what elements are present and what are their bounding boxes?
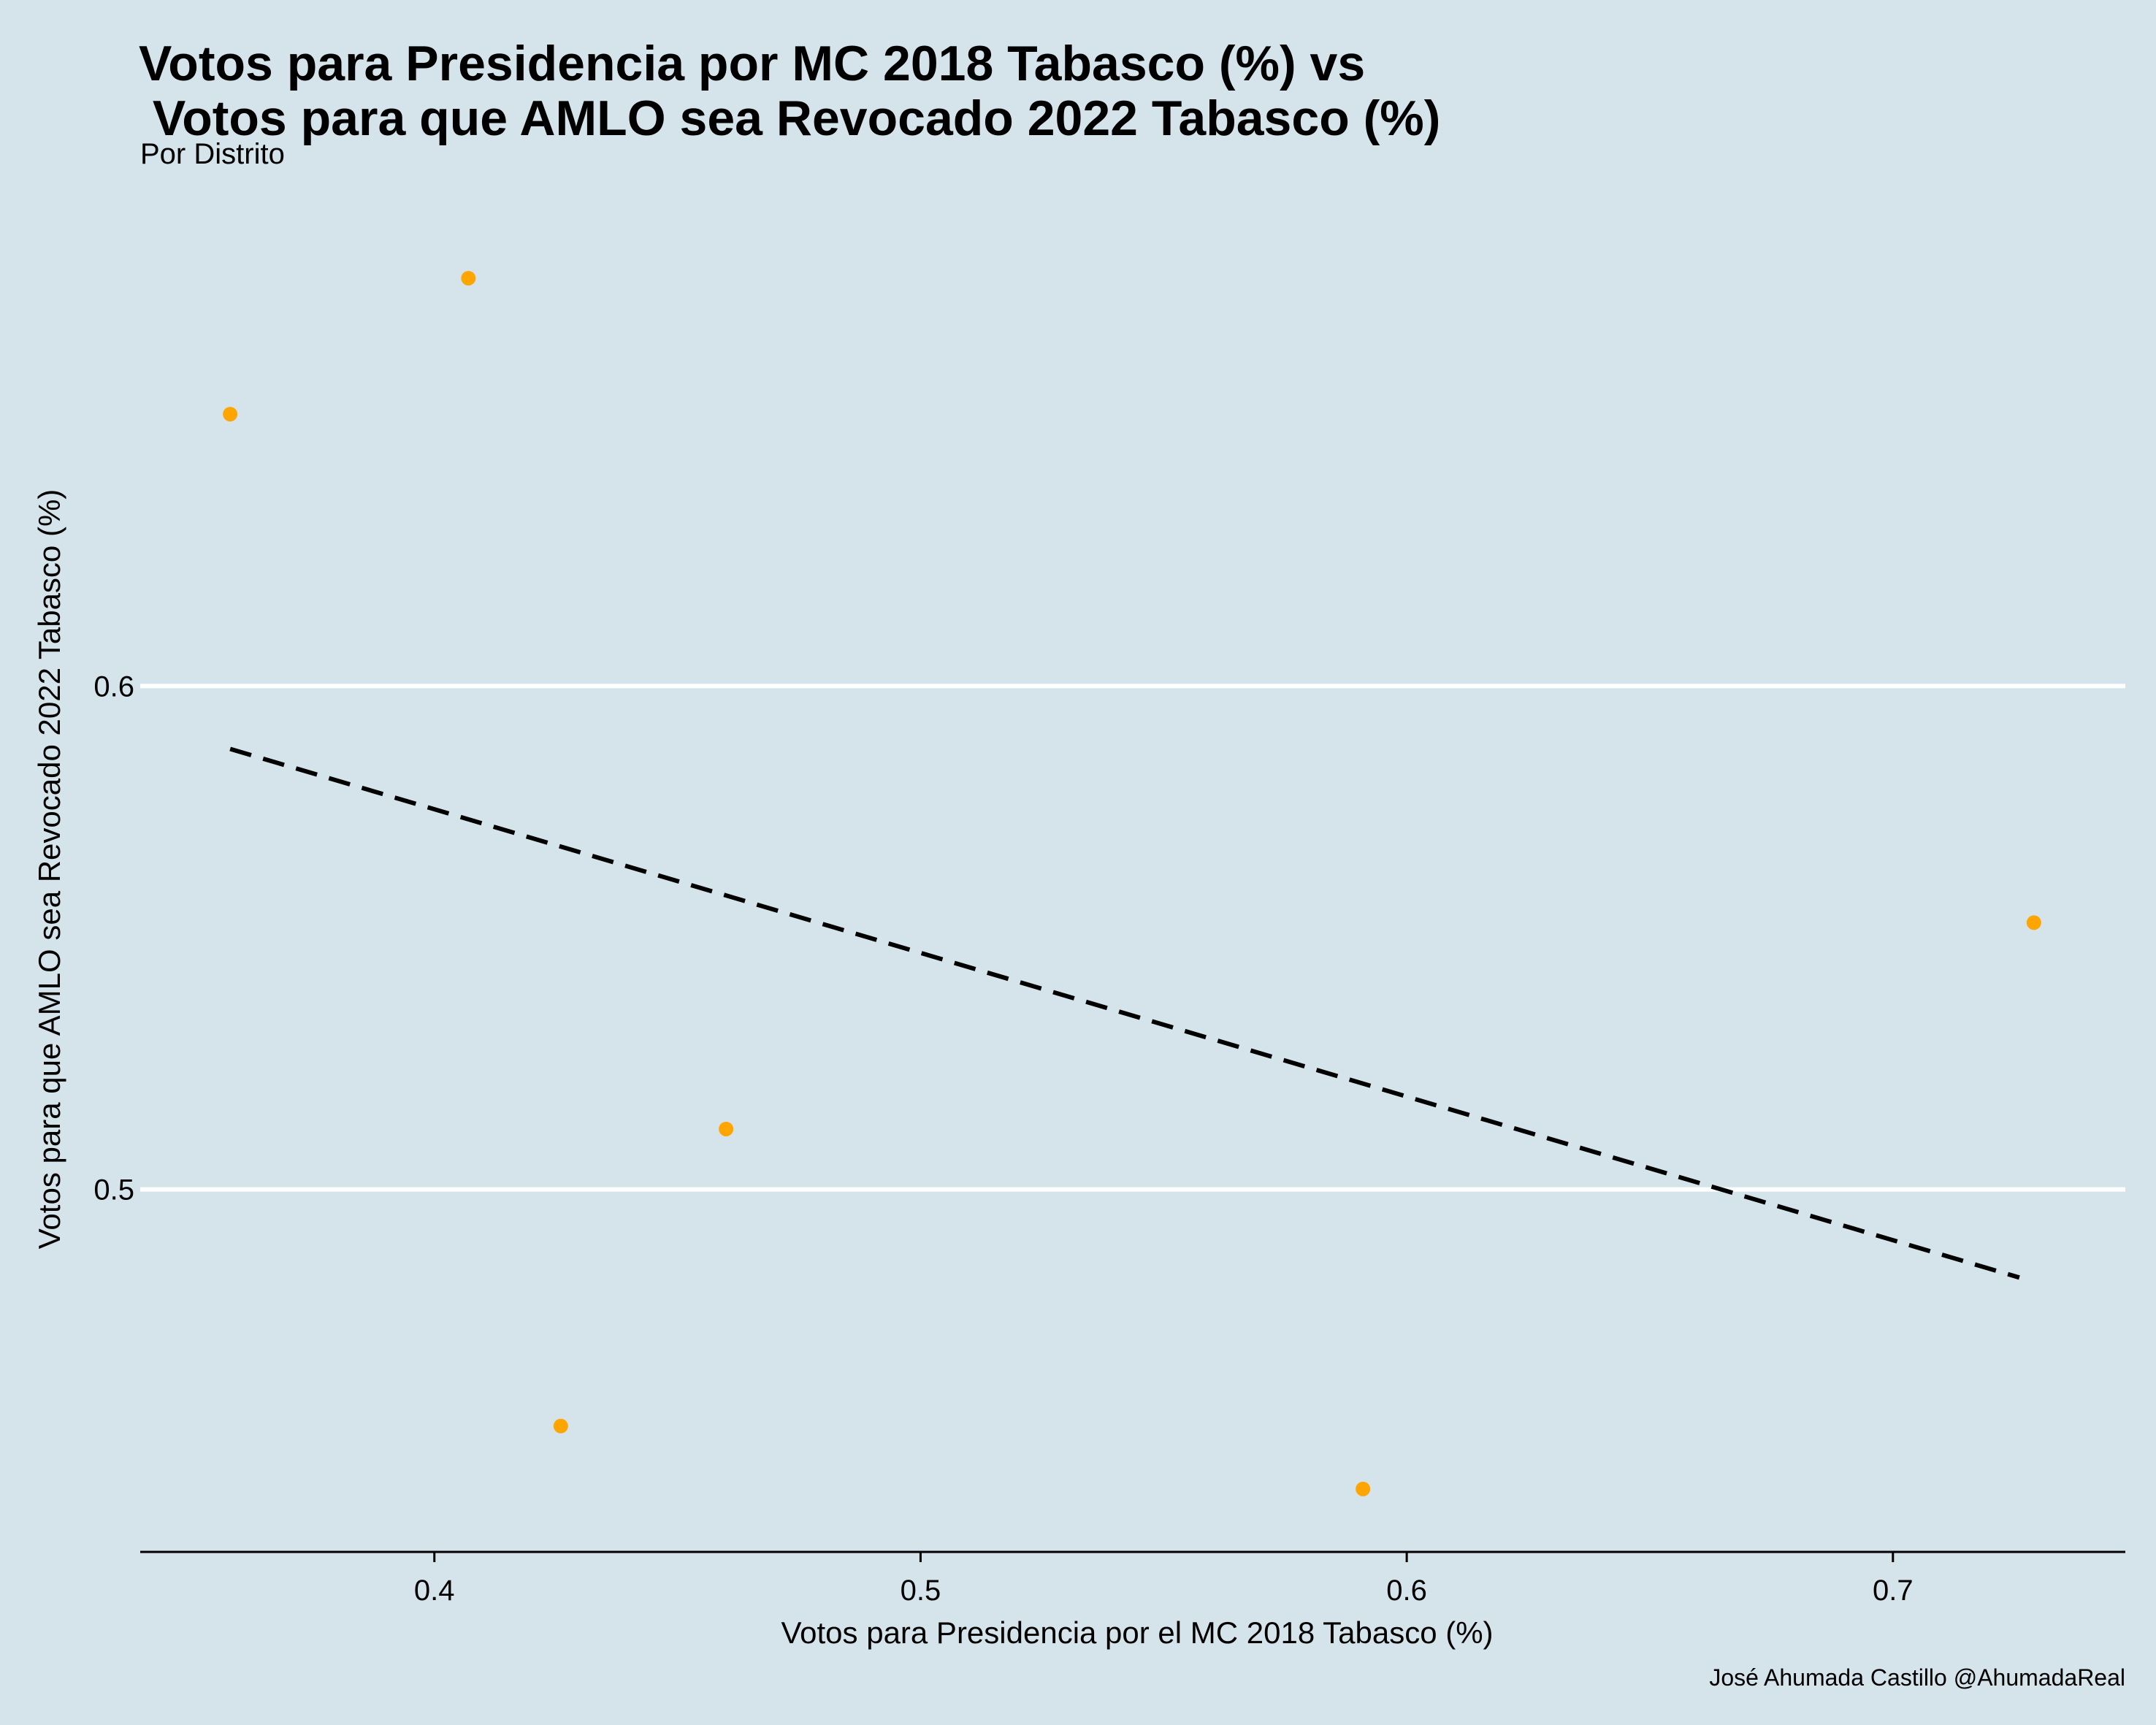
x-tick-label: 0.4 [414,1575,455,1607]
x-axis-ticks: 0.4 0.5 0.6 0.7 [414,1552,1914,1607]
y-axis-ticks: 0.5 0.6 [93,670,134,1206]
chart-title-line2: Votos para que AMLO sea Revocado 2022 Ta… [139,91,1440,146]
chart-caption: José Ahumada Castillo @AhumadaReal [1709,1664,2125,1691]
data-point [2026,915,2041,930]
y-tick-label: 0.6 [93,670,134,703]
x-tick-label: 0.5 [901,1575,941,1607]
trend-line [229,746,2020,1280]
data-points [223,270,2041,1496]
y-axis-title: Votos para que AMLO sea Revocado 2022 Ta… [32,489,66,1250]
grid-lines [140,684,2125,1192]
data-point [553,1418,568,1434]
y-tick-label: 0.5 [93,1174,134,1206]
data-point [223,407,238,422]
x-axis-title: Votos para Presidencia por el MC 2018 Ta… [781,1615,1493,1650]
x-tick-label: 0.6 [1386,1575,1427,1607]
data-point [719,1121,734,1136]
data-point [461,270,476,286]
x-tick-label: 0.7 [1873,1575,1914,1607]
chart-title-line1: Votos para Presidencia por MC 2018 Tabas… [139,36,1365,91]
chart-subtitle: Por Distrito [140,138,285,170]
data-point [1356,1481,1371,1496]
